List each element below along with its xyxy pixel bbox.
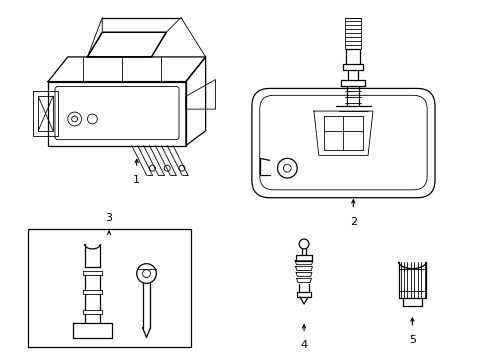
Text: 3: 3 <box>105 213 112 223</box>
Bar <box>28 229 190 347</box>
Text: 2: 2 <box>349 217 356 228</box>
Text: 4: 4 <box>300 341 307 351</box>
Text: 1: 1 <box>133 175 140 185</box>
Text: 5: 5 <box>408 334 415 345</box>
